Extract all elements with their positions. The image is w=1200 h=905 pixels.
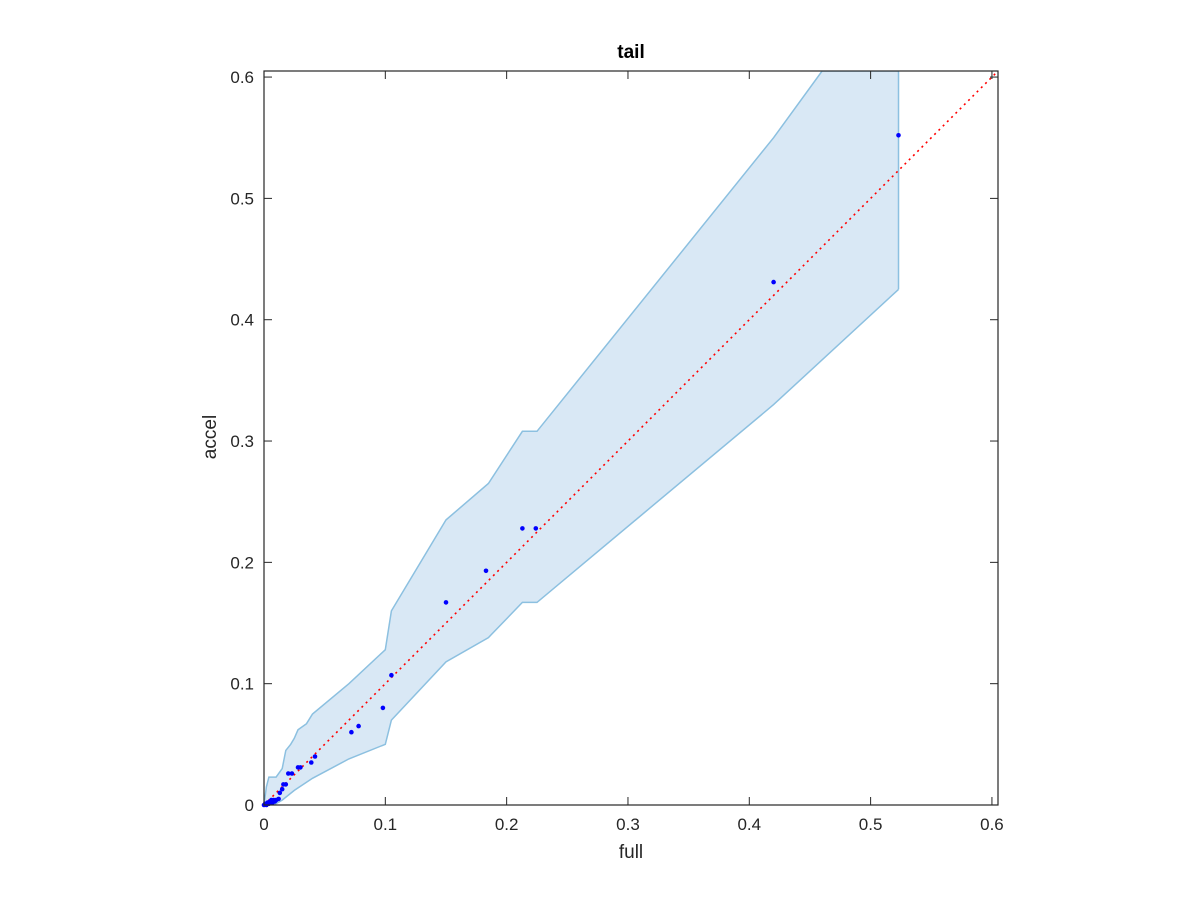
data-point [896,133,901,138]
data-point [520,526,525,531]
y-axis-label: accel [200,415,221,459]
data-point [298,765,303,770]
y-tick-label: 0.2 [230,553,254,572]
data-point [356,723,361,729]
reference-line [264,71,998,805]
x-tick-label: 0.2 [495,815,519,834]
data-point [771,279,776,285]
y-tick-label: 0.1 [230,675,254,694]
axes-box [263,70,999,806]
y-tick-label: 0.4 [230,311,254,330]
data-point [312,754,318,759]
data-point [277,790,283,796]
data-point [289,771,295,776]
data-point [349,729,354,735]
x-axis-label: full [619,842,643,863]
confidence-band-fill [264,71,899,805]
x-tick-label: 0.1 [374,815,398,834]
x-tick-label: 0.5 [859,815,883,834]
y-tick-label: 0.3 [230,432,254,451]
x-tick-label: 0 [259,815,268,834]
x-tick-label: 0.3 [616,815,640,834]
data-point [443,600,449,605]
data-point [380,705,386,711]
chart-title: tail [617,42,644,63]
data-point [309,760,314,765]
confidence-band-lower [264,288,900,805]
data-point [483,568,489,574]
y-tick-label: 0 [245,796,254,815]
plot-area: 0 0.1 0.2 0.3 0.4 0.5 0.6 0 0.1 0.2 0.3 0.4 0.5 0.6 [230,68,1003,834]
data-point [286,771,291,776]
data-point [533,526,539,531]
y-tick-label: 0.5 [230,189,254,208]
data-point [283,782,289,787]
confidence-band-upper [264,71,899,805]
x-tick-label: 0.6 [980,815,1004,834]
x-tick-label: 0.4 [737,815,761,834]
data-point [389,672,394,678]
data-point [276,796,281,802]
data-point [279,786,285,792]
y-tick-label: 0.6 [230,68,254,87]
